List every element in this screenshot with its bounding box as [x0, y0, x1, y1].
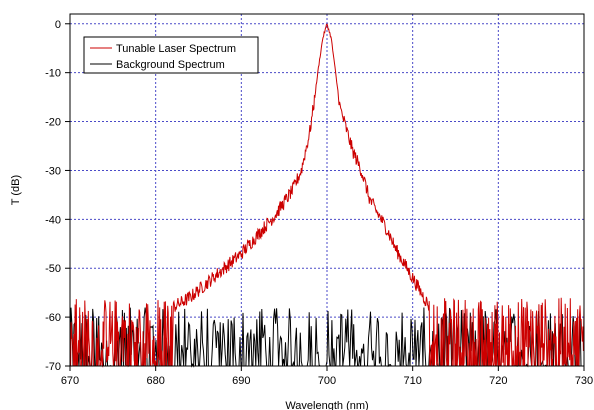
- axis-ticks: [65, 23, 585, 371]
- x-tick-label: 690: [232, 375, 250, 387]
- y-tick-label: -70: [45, 361, 61, 373]
- x-tick-label: 670: [61, 375, 79, 387]
- tick-labels: 670 680 690 700 710 720 730 0 -10 -20 -30 -40 -50 -60…: [45, 19, 593, 387]
- legend-box: [83, 36, 259, 74]
- y-tick-label: -50: [45, 263, 61, 275]
- legend: Tunable Laser Spectrum Background Spectr…: [83, 36, 259, 74]
- x-tick-label: 710: [403, 375, 421, 387]
- x-tick-label: 720: [489, 375, 507, 387]
- y-tick-label: -40: [45, 214, 61, 226]
- y-tick-label: -30: [45, 165, 61, 177]
- y-tick-label: 0: [55, 19, 61, 31]
- y-tick-label: -60: [45, 312, 61, 324]
- y-axis-title: T (dB): [10, 175, 22, 205]
- legend-label-background: Background Spectrum: [116, 59, 225, 71]
- x-tick-label: 730: [575, 375, 593, 387]
- legend-label-tunable-laser: Tunable Laser Spectrum: [116, 43, 236, 55]
- y-tick-label: -20: [45, 117, 61, 129]
- x-tick-label: 700: [318, 375, 336, 387]
- x-tick-label: 680: [146, 375, 164, 387]
- y-tick-label: -10: [45, 68, 61, 80]
- x-axis-title: Wavelength (nm): [285, 400, 368, 410]
